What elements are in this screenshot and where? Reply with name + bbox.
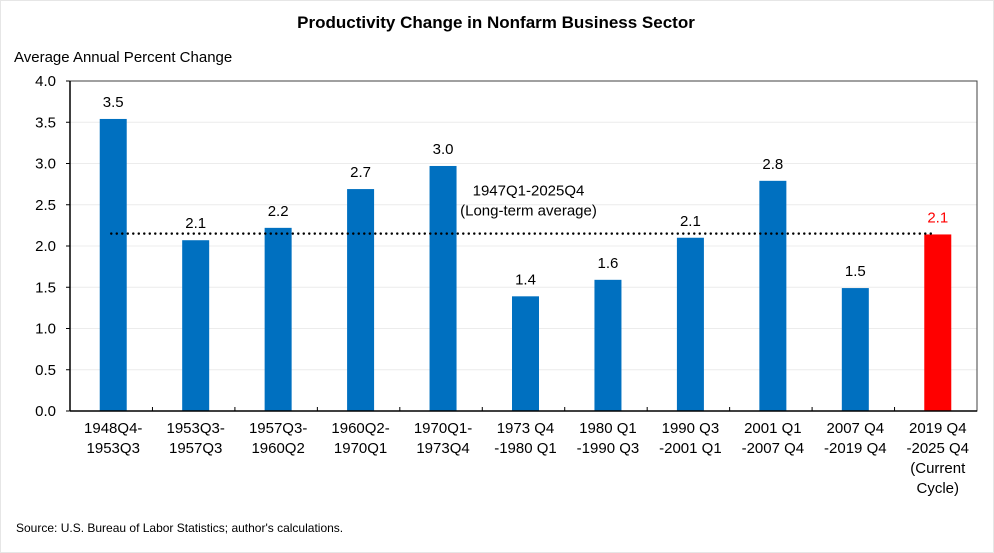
reference-line-label: (Long-term average) (460, 203, 597, 220)
data-label: 2.1 (185, 215, 206, 232)
x-tick-label: 1970Q1- (414, 420, 472, 437)
y-tick-label: 3.0 (35, 156, 56, 173)
x-tick-label: 1960Q2 (251, 440, 304, 457)
data-label: 2.1 (680, 213, 701, 230)
x-tick-label: 1953Q3 (87, 440, 140, 457)
x-tick-label: -2007 Q4 (742, 440, 805, 457)
x-tick-label: (Current (910, 460, 966, 477)
x-tick-label: -1980 Q1 (494, 440, 557, 457)
bar (759, 180, 787, 411)
x-tick-label: -2001 Q1 (659, 440, 722, 457)
reference-line-label: 1947Q1-2025Q4 (473, 183, 585, 200)
x-tick-label: 1960Q2- (331, 420, 389, 437)
bar (99, 118, 127, 411)
data-label: 1.5 (845, 263, 866, 280)
y-tick-label: 2.0 (35, 238, 56, 255)
data-label: 2.8 (762, 156, 783, 173)
y-tick-labels: 0.0 0.5 1.0 1.5 2.0 2.5 3.0 3.5 4.0 (35, 73, 56, 420)
y-tick-label: 0.0 (35, 403, 56, 420)
bar (676, 237, 704, 411)
x-tick-label: 1973Q4 (416, 440, 469, 457)
source-note: Source: U.S. Bureau of Labor Statistics;… (16, 521, 343, 535)
y-tick-label: 3.5 (35, 114, 56, 131)
bar (347, 189, 375, 411)
x-tick-label: 2019 Q4 (909, 420, 967, 437)
data-label: 1.4 (515, 271, 536, 288)
y-tick-label: 1.5 (35, 279, 56, 296)
x-tick-labels: 1948Q4- 1953Q3 1953Q3- 1957Q3 1957Q3- 1960Q2 1… (84, 420, 969, 497)
bar (512, 296, 539, 411)
x-tick-label: 1948Q4- (84, 420, 142, 437)
x-tick-label: -2019 Q4 (824, 440, 887, 457)
data-labels: 3.5 2.1 2.2 2.7 3.0 1.4 1.6 2.1 2.8 1.5 2.1 (103, 94, 948, 288)
x-tick-label: 1973 Q4 (497, 420, 555, 437)
x-tick-label: 2001 Q1 (744, 420, 802, 437)
gridlines (70, 121, 977, 371)
x-tick-label: -2025 Q4 (906, 440, 969, 457)
x-tick-label: 1957Q3 (169, 440, 222, 457)
y-tick-label: 0.5 (35, 362, 56, 379)
x-tick-label: 2007 Q4 (827, 420, 885, 437)
x-tick-label: 1990 Q3 (662, 420, 720, 437)
y-axis-label: Average Annual Percent Change (14, 49, 232, 66)
bar (429, 165, 457, 411)
x-tick-label: -1990 Q3 (577, 440, 640, 457)
y-tick-label: 1.0 (35, 321, 56, 338)
data-label: 2.1 (927, 209, 948, 226)
x-tick-label: Cycle) (917, 480, 960, 497)
chart-title: Productivity Change in Nonfarm Business … (297, 13, 695, 32)
x-tick-label: 1957Q3- (249, 420, 307, 437)
x-tick-label: 1970Q1 (334, 440, 387, 457)
data-label: 2.2 (268, 203, 289, 220)
bar (182, 240, 210, 411)
axes (66, 80, 978, 412)
data-label: 1.6 (598, 255, 619, 272)
data-label: 2.7 (350, 164, 371, 181)
bar (594, 279, 622, 411)
bar (924, 234, 952, 411)
x-tick-label: 1953Q3- (166, 420, 224, 437)
data-label: 3.0 (433, 141, 454, 158)
x-tick-label: 1980 Q1 (579, 420, 637, 437)
y-tick-label: 4.0 (35, 73, 56, 90)
bars (99, 118, 952, 411)
y-tick-label: 2.5 (35, 197, 56, 214)
bar (264, 227, 292, 411)
bar (841, 288, 869, 411)
long-term-average-line: 1947Q1-2025Q4 (Long-term average) (110, 183, 937, 235)
data-label: 3.5 (103, 94, 124, 111)
